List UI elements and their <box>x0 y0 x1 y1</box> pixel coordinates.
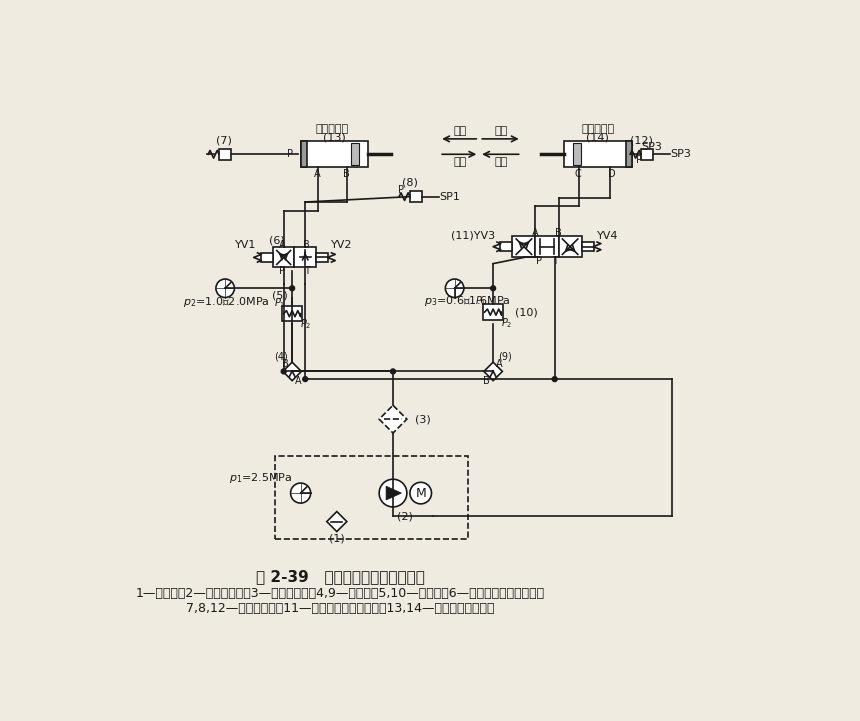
Text: T: T <box>552 255 557 265</box>
Text: $P_1$: $P_1$ <box>274 296 286 310</box>
Text: A: A <box>279 240 286 250</box>
Text: P: P <box>287 149 292 159</box>
Circle shape <box>390 369 396 373</box>
Polygon shape <box>283 362 301 381</box>
Text: SP3: SP3 <box>670 149 691 159</box>
Text: (6): (6) <box>269 236 286 246</box>
Text: $p_1$=2.5MPa: $p_1$=2.5MPa <box>229 471 292 485</box>
Text: (13): (13) <box>323 133 346 142</box>
Text: P: P <box>636 156 642 165</box>
Circle shape <box>303 377 308 381</box>
Circle shape <box>445 279 464 298</box>
Text: (8): (8) <box>402 178 418 187</box>
Text: $P_1$: $P_1$ <box>476 294 487 309</box>
Text: 卡紧: 卡紧 <box>494 126 507 136</box>
Text: $P_2$: $P_2$ <box>300 317 311 332</box>
Text: (10): (10) <box>514 307 538 317</box>
Text: (11)YV3: (11)YV3 <box>452 231 495 241</box>
Text: 顶紧: 顶紧 <box>453 126 467 136</box>
Text: B: B <box>282 359 289 368</box>
Bar <box>625 141 632 167</box>
Bar <box>581 242 594 252</box>
Polygon shape <box>327 512 347 531</box>
Bar <box>282 306 302 322</box>
Text: (9): (9) <box>498 351 512 361</box>
Text: (5): (5) <box>272 290 287 300</box>
Bar <box>513 236 536 257</box>
Text: P: P <box>537 255 543 265</box>
Text: T: T <box>304 266 310 276</box>
Text: $p_3$=0.6～1.6MPa: $p_3$=0.6～1.6MPa <box>424 293 511 308</box>
Text: 7,8,12—压力继电器；11—三位四通电磁换向阀；13,14—单杆活塞式液压缸: 7,8,12—压力继电器；11—三位四通电磁换向阀；13,14—单杆活塞式液压缸 <box>187 602 494 615</box>
Text: B: B <box>304 240 310 250</box>
Text: 尾座液压缸: 尾座液压缸 <box>581 124 614 134</box>
Text: A: A <box>532 228 538 238</box>
Bar <box>564 141 632 167</box>
Text: A: A <box>314 169 321 179</box>
Bar <box>641 149 654 159</box>
Bar <box>273 247 294 267</box>
Circle shape <box>216 279 235 298</box>
Text: B: B <box>556 228 562 238</box>
Text: $P_2$: $P_2$ <box>501 316 513 329</box>
Bar <box>219 149 231 159</box>
Text: SP3: SP3 <box>641 141 662 151</box>
Text: A: A <box>295 376 302 386</box>
Text: (3): (3) <box>415 414 430 424</box>
Text: (12): (12) <box>630 136 653 146</box>
Polygon shape <box>379 405 407 433</box>
Polygon shape <box>484 362 502 381</box>
Text: 图 2-39   数控车床卡盘液压系统图: 图 2-39 数控车床卡盘液压系统图 <box>256 569 425 584</box>
Text: 松开: 松开 <box>453 157 467 167</box>
Bar <box>261 253 273 262</box>
Text: C: C <box>574 169 581 179</box>
Text: M: M <box>415 487 426 500</box>
Text: YV1: YV1 <box>235 240 256 250</box>
Bar <box>316 253 329 262</box>
Bar <box>410 191 422 202</box>
Bar <box>483 304 503 320</box>
Text: YV4: YV4 <box>597 231 618 241</box>
Bar <box>574 143 580 165</box>
Text: D: D <box>608 169 616 179</box>
Text: YV2: YV2 <box>331 240 353 250</box>
Circle shape <box>491 286 495 291</box>
Text: (1): (1) <box>329 534 345 544</box>
Text: 退回: 退回 <box>494 157 507 167</box>
Circle shape <box>281 369 286 373</box>
Circle shape <box>291 483 310 503</box>
Text: (14): (14) <box>587 133 609 142</box>
Bar <box>294 247 316 267</box>
Circle shape <box>410 482 432 504</box>
Text: (4): (4) <box>273 351 287 361</box>
Text: 卡盘液压缸: 卡盘液压缸 <box>316 124 348 134</box>
Text: 1—滤油器；2—油泵电机组；3—精密过滤器；4,9—单向阀；5,10—减压阀；6—二位四通电磁换向阀；: 1—滤油器；2—油泵电机组；3—精密过滤器；4,9—单向阀；5,10—减压阀；6… <box>136 587 545 600</box>
Bar <box>352 143 359 165</box>
Polygon shape <box>386 486 402 500</box>
Bar <box>301 141 307 167</box>
Text: A: A <box>496 359 503 368</box>
Bar <box>500 242 513 252</box>
Text: B: B <box>483 376 490 386</box>
Circle shape <box>379 479 407 507</box>
Text: B: B <box>343 169 350 179</box>
Bar <box>558 236 581 257</box>
Bar <box>301 141 368 167</box>
Text: SP1: SP1 <box>439 192 460 202</box>
Text: (7): (7) <box>216 136 231 146</box>
Text: (2): (2) <box>397 511 414 521</box>
Circle shape <box>290 286 294 291</box>
Text: $p_2$=1.0～2.0MPa: $p_2$=1.0～2.0MPa <box>183 295 269 309</box>
Circle shape <box>552 377 557 381</box>
Text: P: P <box>397 185 403 195</box>
Text: P: P <box>280 266 286 276</box>
Bar <box>536 236 558 257</box>
Bar <box>275 456 468 539</box>
